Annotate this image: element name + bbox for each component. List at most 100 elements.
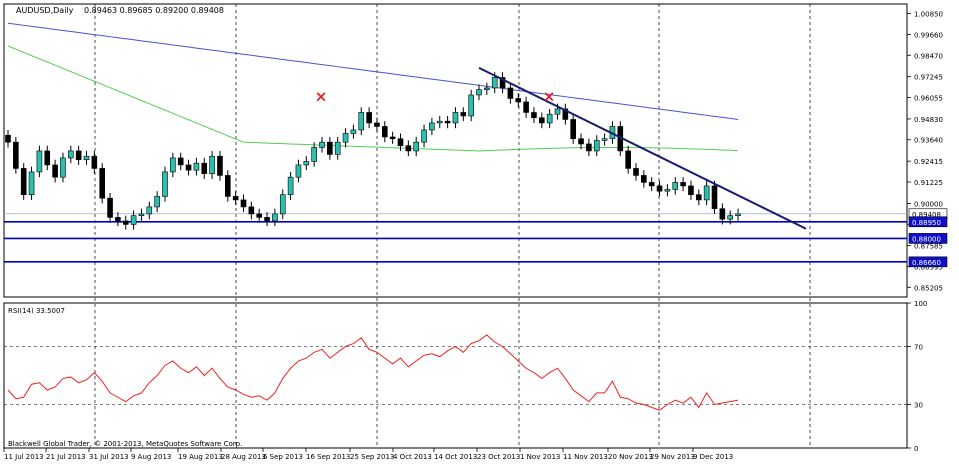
candle-body — [264, 217, 270, 222]
candle-body — [476, 89, 482, 96]
price-tag — [908, 233, 948, 244]
candle-body — [719, 208, 726, 220]
candle-body — [295, 164, 302, 178]
rsi-tick-label: 30 — [914, 402, 923, 410]
trendline — [478, 66, 807, 230]
candle-body — [248, 206, 255, 215]
candle-body — [413, 141, 420, 152]
candle-body — [507, 87, 514, 99]
candle-body — [405, 145, 412, 152]
ohlc-header: 0.89463 0.89685 0.89200 0.89408 — [84, 6, 224, 15]
price-tick-label: 0.85205 — [914, 284, 943, 292]
candle-body — [83, 155, 90, 160]
x-marker: × — [315, 88, 328, 106]
time-tick-label: 11 Jul 2013 — [4, 453, 44, 461]
time-tick-label: 4 Oct 2013 — [393, 453, 432, 461]
moving-averages — [7, 22, 739, 152]
price-tick-label: 0.93640 — [914, 137, 943, 145]
candle-body — [554, 108, 561, 115]
candle-body — [695, 194, 702, 201]
candle-body — [91, 155, 98, 169]
candle-body — [499, 77, 506, 89]
candle-body — [601, 138, 608, 141]
candle-body — [225, 175, 231, 197]
candle-body — [570, 119, 577, 139]
candle-body — [154, 196, 160, 208]
trendline-group — [478, 66, 807, 230]
markers: × × — [315, 88, 556, 106]
candle-body — [311, 147, 317, 162]
price-tick-label: 0.87585 — [914, 243, 943, 251]
rsi-tick-label: 70 — [914, 344, 923, 352]
candle-body — [256, 213, 263, 218]
time-tick-label: 28 Aug 2013 — [221, 453, 266, 461]
candle-body — [287, 176, 294, 195]
price-tick-label: 1.00850 — [914, 11, 943, 19]
candle-body — [138, 213, 145, 216]
candle-body — [162, 171, 168, 197]
rsi-panel — [3, 302, 908, 449]
price-tag-label: 0.88950 — [912, 219, 941, 227]
candle-body — [319, 141, 325, 148]
candle-body — [562, 108, 569, 120]
candle-body — [44, 150, 51, 166]
candle-body — [240, 199, 247, 208]
fast-moving-average — [7, 45, 739, 152]
candle-body — [201, 162, 208, 174]
vertical-gridlines — [94, 4, 811, 448]
candle-body — [122, 220, 129, 225]
candle-body — [546, 113, 553, 124]
time-tick-label: 25 Sep 2013 — [350, 453, 394, 461]
candles — [5, 72, 741, 230]
candle-body — [366, 112, 372, 124]
candle-body — [641, 175, 647, 183]
candle-body — [397, 138, 404, 146]
candle-body — [185, 164, 192, 171]
candle-body — [209, 155, 215, 174]
candle-body — [170, 157, 176, 173]
candle-body — [429, 122, 435, 131]
candle-body — [703, 185, 710, 201]
candle-body — [523, 101, 529, 113]
candle-body — [130, 215, 137, 225]
time-tick-label: 6 Sep 2013 — [263, 453, 303, 461]
candle-body — [327, 141, 333, 155]
candle-body — [648, 182, 655, 187]
candle-body — [625, 150, 631, 169]
time-tick-label: 21 Jul 2013 — [46, 453, 86, 461]
candle-body — [52, 164, 58, 178]
price-tick-label: 0.99660 — [914, 31, 943, 39]
candle-body — [68, 150, 74, 159]
rsi-axis: 100 70 30 0 — [907, 300, 927, 453]
price-tick-label: 0.96055 — [914, 94, 943, 102]
candle-body — [531, 112, 537, 119]
copyright-footer: Blackwell Global Trader, © 2001-2013, Me… — [8, 440, 242, 448]
candle-body — [36, 150, 43, 173]
price-tick-label: 0.94830 — [914, 116, 943, 124]
candle-body — [334, 141, 341, 155]
candle-body — [350, 129, 357, 134]
rsi-line — [7, 334, 739, 411]
candle-body — [28, 171, 35, 195]
candle-body — [421, 129, 427, 143]
candle-body — [586, 143, 592, 152]
candle-body — [107, 197, 113, 218]
candle-body — [193, 162, 200, 171]
time-axis: 11 Jul 2013 21 Jul 2013 31 Jul 2013 9 Aug 2… — [3, 448, 733, 461]
candle-body — [20, 168, 27, 195]
time-tick-label: 20 Nov 2013 — [608, 453, 653, 461]
candle-body — [358, 112, 365, 131]
candle-body — [115, 217, 121, 222]
price-tick-label: 0.98470 — [914, 52, 943, 60]
price-tag — [908, 256, 948, 268]
price-tick-label: 0.91225 — [914, 179, 943, 187]
candle-body — [452, 112, 459, 124]
candle-body — [711, 185, 718, 209]
candle-body — [656, 185, 663, 192]
candle-body — [146, 206, 153, 215]
x-marker: × — [543, 88, 556, 106]
symbol-header: AUDUSD,Daily — [16, 6, 74, 15]
candle-body — [217, 155, 223, 176]
candle-body — [374, 122, 380, 127]
